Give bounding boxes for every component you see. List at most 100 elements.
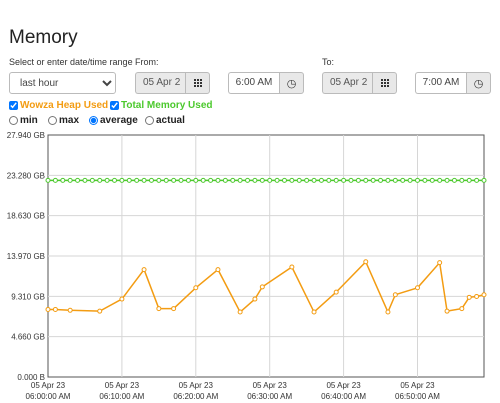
data-point-heap-used — [363, 259, 369, 265]
data-point-heap-used — [259, 284, 265, 290]
total-memory-toggle[interactable]: Total Memory Used — [110, 100, 213, 111]
series-line-heap-used — [48, 260, 485, 314]
data-point-heap-used — [437, 260, 443, 266]
total-memory-checkbox[interactable] — [110, 101, 119, 110]
data-point-heap-used — [466, 294, 472, 300]
data-point-total-memory — [67, 177, 73, 183]
to-time-picker-button[interactable]: ◷ — [466, 72, 491, 94]
data-point-total-memory — [171, 177, 177, 183]
data-point-total-memory — [274, 177, 280, 183]
heap-used-label: Wowza Heap Used — [20, 100, 109, 111]
data-point-total-memory — [112, 177, 118, 183]
data-point-total-memory — [378, 177, 384, 183]
x-tick-date: 05 Apr 23 — [179, 381, 214, 390]
x-tick-date: 05 Apr 23 — [326, 381, 361, 390]
time-range-select[interactable]: last hour — [9, 72, 116, 94]
x-tick-date: 05 Apr 23 — [31, 381, 66, 390]
x-tick-date: 05 Apr 23 — [253, 381, 288, 390]
y-tick-label: 4.660 GB — [11, 333, 45, 342]
agg-label-max: max — [59, 115, 80, 126]
to-label: To: — [322, 57, 335, 67]
data-point-total-memory — [163, 177, 169, 183]
data-point-heap-used — [67, 307, 73, 313]
data-point-total-memory — [296, 177, 302, 183]
agg-radio-actual[interactable] — [145, 116, 154, 125]
to-date-input[interactable]: 05 Apr 2 — [322, 72, 373, 94]
data-point-total-memory — [407, 177, 413, 183]
agg-radio-max[interactable] — [48, 116, 57, 125]
agg-radio-min[interactable] — [9, 116, 18, 125]
y-tick-label: 9.310 GB — [11, 292, 45, 301]
y-tick-label: 18.630 GB — [7, 212, 45, 221]
data-point-total-memory — [304, 177, 310, 183]
data-point-total-memory — [429, 177, 435, 183]
data-point-heap-used — [141, 267, 147, 273]
agg-label-actual: actual — [156, 115, 185, 126]
data-point-heap-used — [252, 296, 258, 302]
data-point-total-memory — [148, 177, 154, 183]
y-tick-label: 27.940 GB — [7, 131, 45, 140]
agg-label-average: average — [100, 115, 138, 126]
data-point-total-memory — [326, 177, 332, 183]
data-point-total-memory — [97, 177, 103, 183]
data-point-total-memory — [82, 177, 88, 183]
data-point-total-memory — [178, 177, 184, 183]
from-label: From: — [135, 57, 159, 67]
data-point-heap-used — [311, 309, 317, 315]
agg-option-actual[interactable]: actual — [145, 115, 185, 126]
agg-option-min[interactable]: min — [9, 115, 38, 126]
total-memory-label: Total Memory Used — [121, 100, 213, 111]
data-point-heap-used — [385, 309, 391, 315]
data-point-total-memory — [89, 177, 95, 183]
x-tick-time: 06:30:00 AM — [247, 392, 292, 401]
data-point-total-memory — [208, 177, 214, 183]
data-point-total-memory — [259, 177, 265, 183]
data-point-total-memory — [370, 177, 376, 183]
calendar-icon — [380, 79, 389, 87]
data-point-heap-used — [193, 285, 199, 291]
data-point-heap-used — [289, 264, 295, 270]
heap-used-toggle[interactable]: Wowza Heap Used — [9, 100, 108, 111]
data-point-total-memory — [104, 177, 110, 183]
data-point-total-memory — [341, 177, 347, 183]
agg-radio-average[interactable] — [89, 116, 98, 125]
calendar-icon — [193, 79, 202, 87]
heap-used-checkbox[interactable] — [9, 101, 18, 110]
data-point-total-memory — [333, 177, 339, 183]
agg-option-average[interactable]: average — [89, 115, 138, 126]
data-point-heap-used — [474, 293, 480, 299]
data-point-heap-used — [171, 306, 177, 312]
from-time-picker-button[interactable]: ◷ — [279, 72, 304, 94]
data-point-heap-used — [119, 296, 125, 302]
data-point-total-memory — [414, 177, 420, 183]
data-point-total-memory — [355, 177, 361, 183]
data-point-total-memory — [281, 177, 287, 183]
x-tick-time: 06:50:00 AM — [395, 392, 440, 401]
data-point-total-memory — [230, 177, 236, 183]
data-point-heap-used — [414, 285, 420, 291]
data-point-total-memory — [215, 177, 221, 183]
data-point-total-memory — [119, 177, 125, 183]
from-date-input[interactable]: 05 Apr 2 — [135, 72, 186, 94]
data-point-total-memory — [348, 177, 354, 183]
clock-icon: ◷ — [286, 77, 297, 90]
agg-option-max[interactable]: max — [48, 115, 79, 126]
data-point-heap-used — [444, 308, 450, 314]
to-time-input[interactable]: 7:00 AM — [415, 72, 466, 94]
x-tick-time: 06:20:00 AM — [173, 392, 218, 401]
from-time-input[interactable]: 6:00 AM — [228, 72, 279, 94]
data-point-total-memory — [318, 177, 324, 183]
x-tick-time: 06:40:00 AM — [321, 392, 366, 401]
clock-icon: ◷ — [473, 77, 484, 90]
data-point-total-memory — [385, 177, 391, 183]
page-title: Memory — [9, 27, 78, 48]
range-label: Select or enter date/time range — [9, 57, 133, 67]
data-point-total-memory — [200, 177, 206, 183]
y-tick-label: 23.280 GB — [7, 171, 45, 180]
data-point-heap-used — [481, 292, 487, 298]
data-point-total-memory — [267, 177, 273, 183]
data-point-heap-used — [237, 309, 243, 315]
x-tick-time: 06:00:00 AM — [26, 392, 71, 401]
to-date-picker-button[interactable] — [372, 72, 397, 94]
from-date-picker-button[interactable] — [185, 72, 210, 94]
